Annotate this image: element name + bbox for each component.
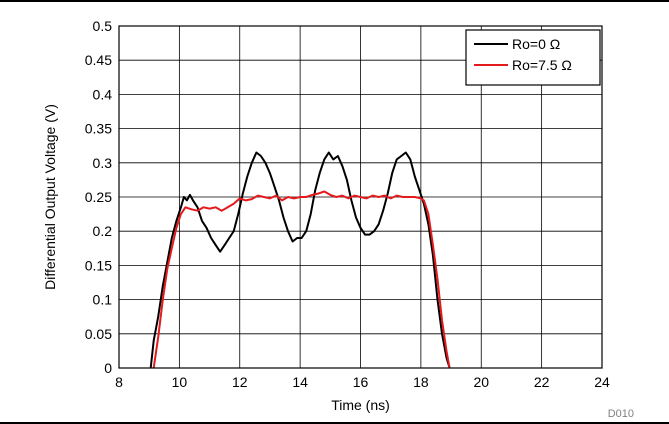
legend: Ro=0 Ω Ro=7.5 Ω: [465, 29, 601, 86]
legend-box: [465, 29, 601, 86]
y-tick-label: 0.3: [93, 155, 113, 171]
series-line-ro-0: [149, 151, 451, 369]
x-tick-label: 16: [353, 374, 369, 390]
x-tick-label: 24: [594, 374, 610, 390]
legend-label-ro-7-5: Ro=7.5 Ω: [512, 57, 572, 73]
x-tick-label: 10: [172, 374, 188, 390]
legend-label-ro-0: Ro=0 Ω: [512, 36, 560, 52]
x-tick-label: 8: [115, 374, 123, 390]
plot-frame: [118, 25, 603, 369]
x-tick-label: 14: [292, 374, 308, 390]
figure-id: D010: [608, 408, 634, 420]
x-tick-label: 20: [473, 374, 489, 390]
y-tick-label: 0.15: [85, 257, 112, 273]
tick-labels: 8 10 12 14 16 18 20 22 24 0 0.05 0.1 0.15 0.2 0.25 0.3 0…: [85, 18, 610, 390]
y-tick-label: 0.5: [93, 18, 113, 34]
series-line-ro-7-5: [152, 190, 451, 369]
y-tick-label: 0.35: [85, 121, 112, 137]
y-tick-label: 0.05: [85, 326, 112, 342]
x-axis-title: Time (ns): [331, 397, 390, 413]
y-tick-label: 0.1: [93, 292, 113, 308]
y-tick-label: 0.2: [93, 223, 113, 239]
series-lines: [149, 151, 451, 369]
y-tick-label: 0.4: [93, 86, 113, 102]
x-tick-label: 12: [232, 374, 248, 390]
y-axis-title: Differential Output Voltage (V): [42, 104, 58, 290]
y-tick-label: 0.45: [85, 52, 112, 68]
x-tick-label: 22: [534, 374, 550, 390]
top-rule: [0, 0, 669, 2]
y-tick-label: 0.25: [85, 189, 112, 205]
y-tick-label: 0: [104, 360, 112, 376]
bottom-rule: [0, 422, 669, 424]
x-tick-label: 18: [413, 374, 429, 390]
